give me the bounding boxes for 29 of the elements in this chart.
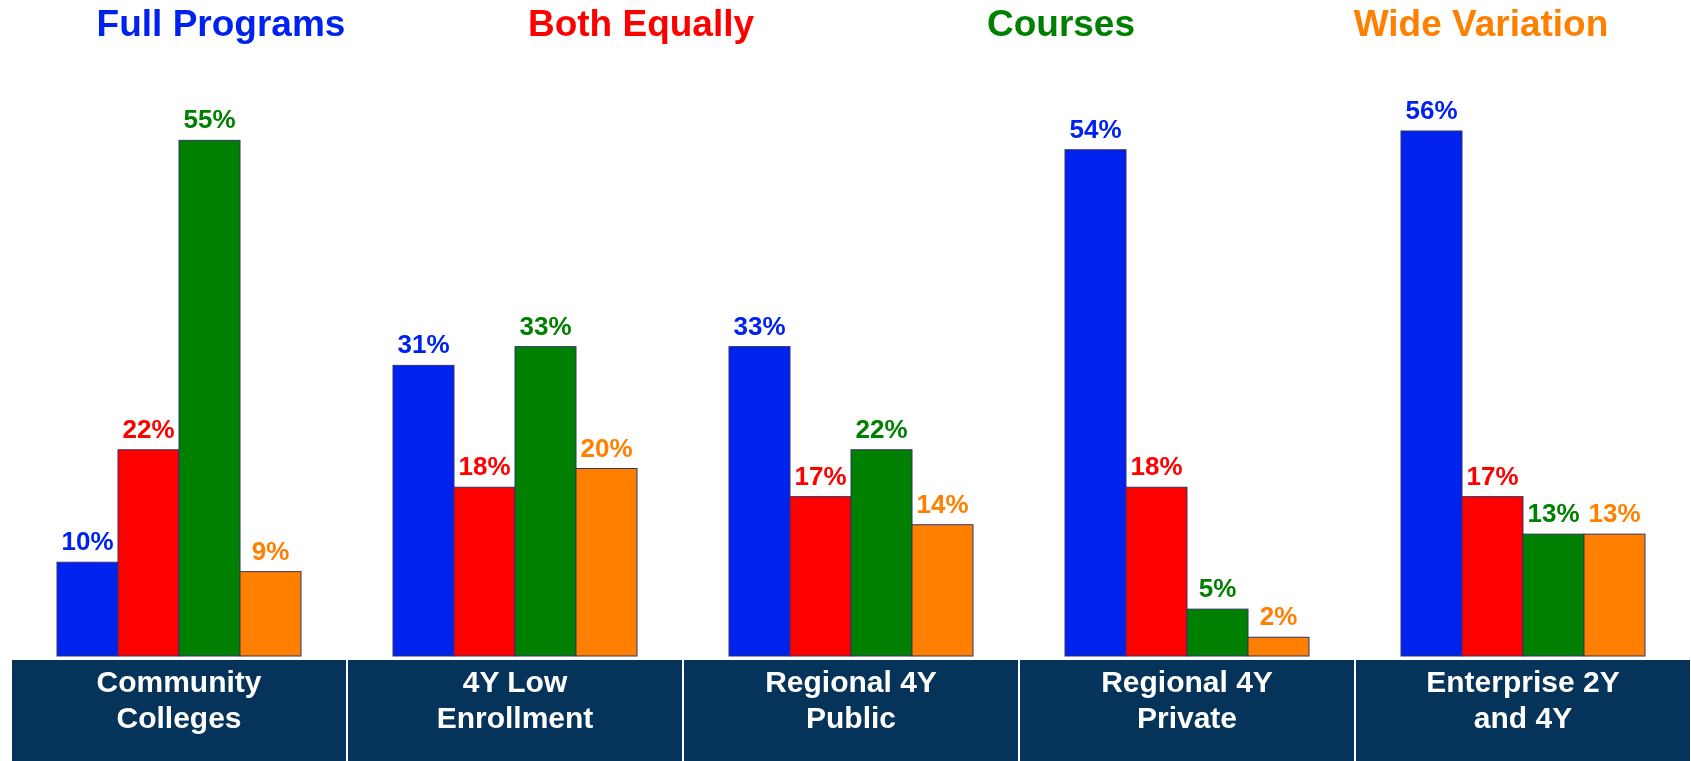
x-tick-label: Regional 4Y Public xyxy=(765,665,937,734)
text: Both Equally xyxy=(527,3,755,44)
data-label: 33% xyxy=(519,310,572,341)
data-label: 20% xyxy=(580,432,633,463)
text: Courses xyxy=(986,3,1136,44)
data-label: 13% xyxy=(1527,498,1580,529)
data-label: 54% xyxy=(1069,113,1122,144)
x-tick-label: Enterprise 2Y and 4Y xyxy=(1426,665,1620,734)
data-label: 14% xyxy=(916,488,969,519)
data-label: 18% xyxy=(458,451,511,482)
data-label: 5% xyxy=(1198,573,1237,604)
data-label: 22% xyxy=(855,413,908,444)
x-tick-label: Community Colleges xyxy=(96,665,262,734)
data-label: 33% xyxy=(733,310,786,341)
data-label: 17% xyxy=(1466,460,1519,491)
data-label: 2% xyxy=(1259,601,1298,632)
data-label: 9% xyxy=(251,535,290,566)
data-label: 56% xyxy=(1405,95,1458,125)
text: Full Programs xyxy=(96,3,346,44)
data-label: 55% xyxy=(183,104,236,135)
data-label: 22% xyxy=(122,413,175,444)
data-label: 31% xyxy=(397,329,450,360)
x-tick-label: 4Y Low Enrollment xyxy=(436,665,594,734)
data-label: 10% xyxy=(61,526,114,557)
data-label: 17% xyxy=(794,460,847,491)
data-label: 13% xyxy=(1588,498,1641,529)
text: Wide Variation xyxy=(1353,3,1609,44)
x-tick-label: Regional 4Y Private xyxy=(1101,665,1273,734)
data-label: 18% xyxy=(1130,451,1183,482)
